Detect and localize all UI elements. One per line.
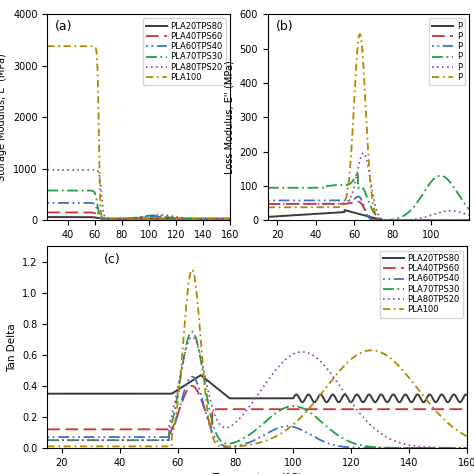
X-axis label: Temperature (°C): Temperature (°C) xyxy=(324,246,413,255)
Legend: PLA20TPS80, PLA40TPS60, PLA60TPS40, PLA70TPS30, PLA80TPS20, PLA100: PLA20TPS80, PLA40TPS60, PLA60TPS40, PLA7… xyxy=(143,18,226,85)
Y-axis label: Storage Modulus, E' (MPa): Storage Modulus, E' (MPa) xyxy=(0,54,8,181)
Legend: P, P, P, P, P, P: P, P, P, P, P, P xyxy=(429,18,465,85)
X-axis label: Temperature (°C): Temperature (°C) xyxy=(212,473,302,474)
Text: (c): (c) xyxy=(104,253,121,265)
Y-axis label: Loss Modulus, E'' (MPa): Loss Modulus, E'' (MPa) xyxy=(224,61,234,174)
Text: (b): (b) xyxy=(276,20,293,33)
Y-axis label: Tan Delta: Tan Delta xyxy=(7,323,17,372)
Text: (a): (a) xyxy=(55,20,72,33)
Legend: PLA20TPS80, PLA40TPS60, PLA60TPS40, PLA70TPS30, PLA80TPS20, PLA100: PLA20TPS80, PLA40TPS60, PLA60TPS40, PLA7… xyxy=(380,251,463,318)
X-axis label: Temperature (°C): Temperature (°C) xyxy=(94,246,183,255)
